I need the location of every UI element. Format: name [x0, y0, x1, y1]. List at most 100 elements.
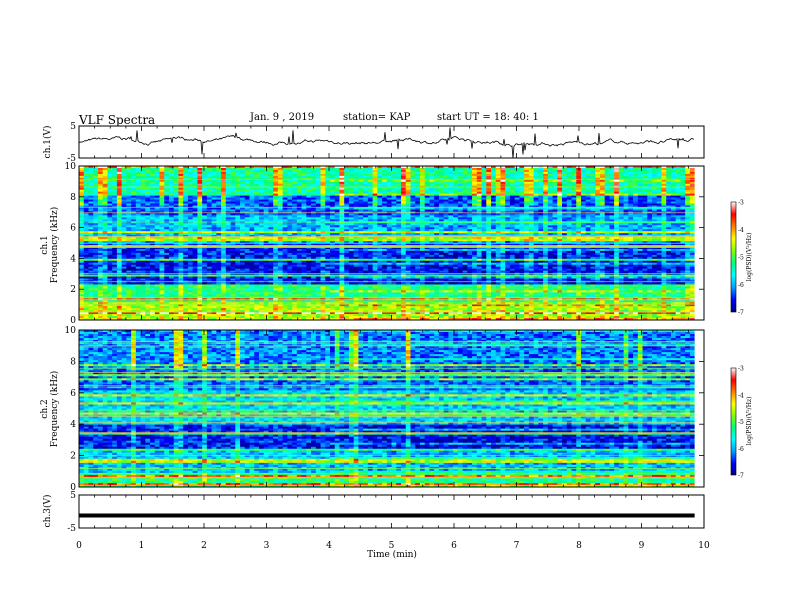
spectrogram-cell — [557, 175, 563, 179]
spectrogram-cell — [391, 181, 397, 185]
spectrogram-cell — [382, 169, 388, 173]
spectrogram-cell — [505, 183, 511, 187]
spectrogram-cell — [187, 171, 194, 175]
spectrogram-cell — [401, 193, 407, 197]
spectrogram-cell — [254, 183, 260, 187]
spectrogram-cell — [448, 189, 454, 193]
spectrogram-cell — [320, 181, 326, 185]
spectrogram-cell — [505, 191, 511, 195]
spectrogram-cell — [79, 169, 85, 173]
spectrogram-cell — [216, 193, 222, 197]
spectrogram-cell — [680, 181, 686, 185]
spectrogram-cell — [547, 181, 553, 185]
spectrogram-cell — [580, 187, 587, 191]
spectrogram-cell — [595, 166, 601, 169]
spectrogram-cell — [633, 173, 639, 177]
spectrogram-cell — [628, 169, 634, 173]
spectrogram-cell — [500, 166, 506, 169]
spectrogram-cell — [135, 179, 141, 183]
spectrogram-cell — [273, 187, 279, 191]
spectrogram-cell — [287, 189, 293, 193]
spectrogram-cell — [462, 167, 468, 171]
spectrogram-cell — [448, 191, 454, 195]
spectrogram-cell — [311, 167, 317, 171]
spectrogram-cell — [311, 173, 317, 177]
spectrogram-cell — [358, 171, 364, 175]
spectrogram-cell — [202, 179, 208, 183]
spectrogram-cell — [410, 169, 416, 173]
spectrogram-cell — [140, 191, 146, 195]
spectrogram-cell — [495, 169, 501, 173]
spectrogram-cell — [311, 183, 317, 187]
spectrogram-cell — [590, 167, 596, 171]
spectrogram-cell — [491, 183, 497, 187]
spectrogram-cell — [680, 173, 686, 177]
spectrogram-cell — [140, 167, 146, 171]
spectrogram-cell — [116, 167, 123, 171]
spectrogram-cell — [419, 169, 426, 173]
spectrogram-cell — [666, 173, 672, 177]
spectrogram-cell — [320, 167, 326, 171]
spectrogram-cell — [401, 179, 407, 183]
spectrogram-cell — [173, 179, 179, 183]
spectrogram-cell — [609, 183, 615, 187]
spectrogram-cell — [334, 175, 340, 179]
spectrogram-cell — [633, 189, 639, 193]
spectrogram-cell — [183, 175, 189, 179]
spectrogram-cell — [448, 166, 454, 169]
spectrogram-cell — [202, 195, 208, 198]
spectrogram-cell — [401, 183, 407, 187]
spectrogram-cell — [495, 167, 501, 171]
spectrogram-cell — [367, 167, 374, 171]
spectrogram-cell — [225, 169, 231, 173]
spectrogram-cell — [287, 173, 293, 177]
spectrogram-cell — [642, 187, 648, 191]
spectrogram-cell — [689, 173, 696, 177]
spectrogram-cell — [680, 183, 686, 187]
spectrogram-cell — [154, 179, 160, 183]
spectrogram-cell — [268, 173, 274, 177]
spectrogram-cell — [358, 187, 364, 191]
spectrogram-cell — [225, 175, 231, 179]
spectrogram-cell — [486, 189, 492, 193]
spectrogram-cell — [491, 175, 497, 179]
spectrogram-cell — [637, 191, 643, 195]
spectrogram-cell — [249, 189, 255, 193]
spectrogram-cell — [258, 169, 265, 173]
spectrogram-cell — [249, 187, 255, 191]
spectrogram-cell — [183, 187, 189, 191]
spectrogram-cell — [164, 166, 170, 169]
spectrogram-cell — [614, 181, 620, 185]
spectrogram-cell — [633, 175, 639, 179]
spectrogram-cell — [296, 167, 302, 171]
spectrogram-cell — [599, 173, 606, 177]
spectrogram-cell — [277, 191, 284, 195]
spectrogram-cell — [112, 187, 118, 191]
spectrogram-cell — [481, 169, 487, 173]
spectrogram-cell — [514, 166, 520, 169]
spectrogram-cell — [609, 167, 615, 171]
spectrogram-cell — [453, 193, 459, 197]
spectrogram-cell — [585, 169, 591, 173]
spectrogram-cell — [154, 181, 160, 185]
spectrogram-cell — [652, 175, 658, 179]
spectrogram-cell — [557, 173, 563, 177]
spectrogram-cell — [557, 166, 563, 169]
spectrogram-cell — [311, 191, 317, 195]
spectrogram-cell — [112, 171, 118, 175]
spectrogram-cell — [495, 175, 501, 179]
spectrogram-cell — [372, 169, 378, 173]
spectrogram-cell — [254, 169, 260, 173]
spectrogram-cell — [552, 167, 558, 171]
spectrogram-cell — [121, 179, 127, 183]
spectrogram-cell — [211, 167, 217, 171]
spectrogram-cell — [292, 181, 298, 185]
spectrogram-cell — [495, 173, 501, 177]
spectrogram-cell — [585, 189, 591, 193]
spectrogram-cell — [547, 189, 553, 193]
spectrogram-cell — [618, 193, 624, 197]
spectrogram-cell — [476, 179, 482, 183]
spectrogram-cell — [628, 183, 634, 187]
spectrogram-cell — [79, 167, 85, 171]
